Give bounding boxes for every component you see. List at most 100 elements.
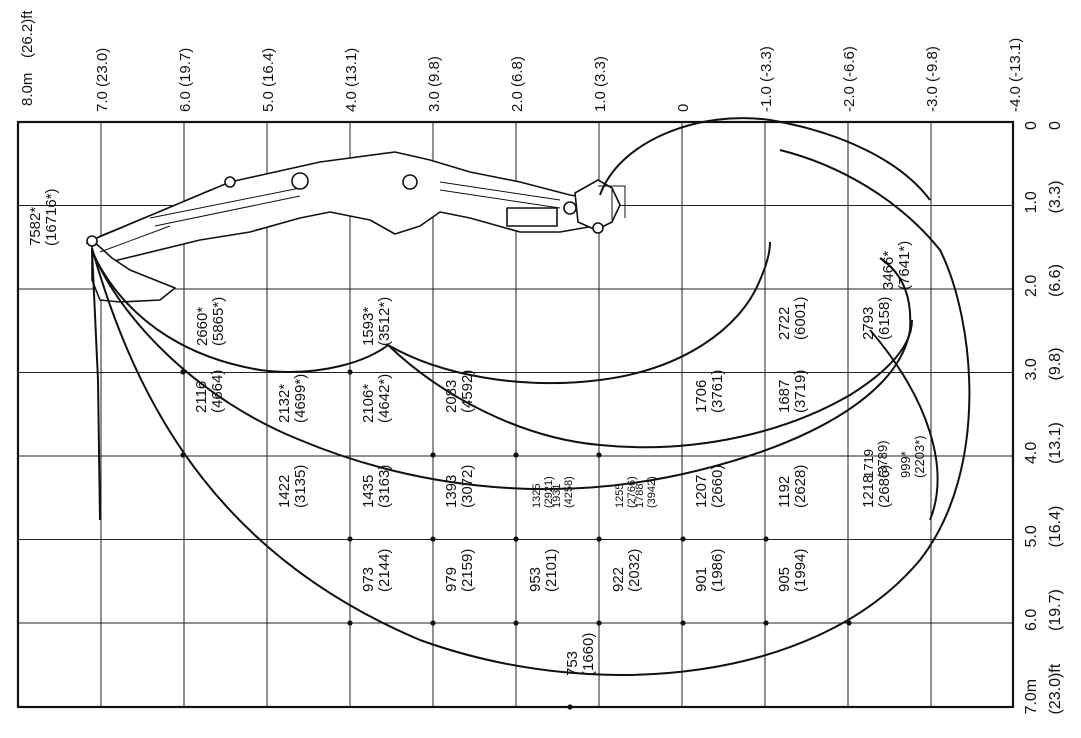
height-tick-label-ft: (16.4) (1047, 506, 1064, 548)
load-value-lb: (2628) (792, 465, 809, 508)
load-point: 905 (1994) (776, 549, 809, 592)
machine-drawing (85, 151, 626, 303)
envelope-upper (599, 117, 931, 201)
height-tick-label-ft: 0 (1047, 121, 1064, 130)
load-value-lb: (2032) (626, 549, 643, 592)
load-point: 1687 (3719) (776, 370, 809, 413)
load-value-kg: 1192 (776, 476, 793, 508)
load-point: 7582* (16716*) (27, 188, 60, 246)
load-value-kg: 973 (360, 567, 377, 592)
grid-intersection-dot (596, 452, 602, 458)
load-point: 1719 (3789) (861, 440, 890, 478)
envelope-lower-right (869, 329, 939, 521)
axis-labels: 8.0m (26.2)ft (19, 10, 36, 106)
load-value-kg: 1255 (614, 484, 626, 508)
radius-tick-label: 7.0 (23.0) (94, 48, 111, 112)
load-value-kg: 2106* (360, 384, 377, 423)
radius-tick-label: 0 (675, 104, 692, 112)
height-tick-label-m: 4.0 (1023, 442, 1040, 464)
load-point: 2106* (4642*) (360, 374, 393, 423)
envelope-middle (91, 249, 912, 491)
load-value-kg: 1207 (693, 475, 710, 508)
radius-tick-label: 5.0 (16.4) (260, 48, 277, 112)
load-point: 1593* (3512*) (360, 297, 393, 346)
load-point: 1706 (3761) (693, 370, 726, 413)
grid-intersection-dot (347, 620, 353, 626)
load-value-kg: 953 (527, 567, 544, 592)
bucket-pin (86, 235, 98, 247)
load-point: 1931 (4258) (551, 476, 575, 508)
load-value-lb: (7641*) (896, 241, 913, 290)
grid-intersection-dot (430, 536, 436, 542)
arm-cylinder-pin (291, 172, 309, 190)
height-tick-label-m: 5.0 (1023, 525, 1040, 547)
load-value-lb: (2101) (543, 549, 560, 592)
load-value-kg: 999* (898, 451, 913, 478)
load-value-kg: 2083 (443, 380, 460, 413)
load-point: 753 (1660) (564, 633, 597, 676)
height-tick-label-m: 3.0 (1023, 358, 1040, 380)
load-points: 7582* (16716*) 2660* (5865*) 1593* (3512*) 346… (27, 188, 927, 710)
load-value-lb: (4592) (459, 370, 476, 413)
load-point: 1435 (3163) (360, 465, 393, 508)
load-value-lb: (3163) (376, 465, 393, 508)
height-tick-label-ft: (13.1) (1047, 422, 1064, 464)
load-point: 1325 (2921) (531, 476, 555, 508)
load-value-kg: 2660* (194, 307, 211, 346)
load-point: 1422 (3135) (276, 465, 309, 508)
load-value-lb: (3072) (459, 465, 476, 508)
boom-cylinder (149, 181, 561, 227)
grid-intersection-dot (180, 369, 186, 375)
radius-tick-label: 6.0 (19.7) (177, 48, 194, 112)
load-value-lb: (3512*) (376, 297, 393, 346)
load-point: 901 (1986) (693, 549, 726, 592)
load-point: 1207 (2660) (693, 465, 726, 508)
load-value-lb: (6001) (792, 297, 809, 340)
envelope-inner-step (387, 319, 913, 449)
load-value-kg: 905 (776, 567, 793, 592)
arm-pin (224, 176, 236, 188)
load-point: 999* (2203*) (898, 435, 927, 478)
load-value-lb: (2660) (709, 465, 726, 508)
radius-tick-label: -4.0 (-13.1) (1007, 38, 1024, 112)
load-value-lb: (3761) (709, 370, 726, 413)
load-value-lb: (2686) (876, 465, 893, 508)
boom-cylinder-body (506, 207, 558, 227)
load-value-kg: 2722 (776, 307, 793, 340)
load-point: 2793 (6158) (860, 297, 893, 340)
envelope-outer (91, 149, 971, 676)
grid-intersection-dot (347, 536, 353, 542)
load-point: 979 (2159) (443, 549, 476, 592)
grid-intersection-dot (680, 536, 686, 542)
height-tick-label-ft: (19.7) (1047, 589, 1064, 631)
radius-tick-label: -2.0 (-6.6) (841, 46, 858, 112)
load-value-lb: (2203*) (912, 435, 927, 478)
load-value-lb: (2159) (459, 549, 476, 592)
load-point: 922 (2032) (610, 549, 643, 592)
radius-tick-label: 4.0 (13.1) (343, 48, 360, 112)
height-tick-label-m: 1.0 (1023, 191, 1040, 213)
load-value-kg: 979 (443, 567, 460, 592)
height-tick-label-ft: (6.6) (1047, 264, 1064, 297)
height-tick-label-m: 6.0 (1023, 609, 1040, 631)
working-range-envelope (91, 117, 971, 676)
load-value-kg: 1719 (861, 449, 876, 478)
radius-tick-label: 1.0 (3.3) (592, 56, 609, 112)
load-value-lb: (1660) (580, 633, 597, 676)
boom-top-pin (402, 174, 418, 190)
grid-intersection-dot (596, 536, 602, 542)
load-value-lb: (5865*) (210, 297, 227, 346)
load-value-kg: 1687 (776, 380, 793, 413)
load-point: 2722 (6001) (776, 297, 809, 340)
height-tick-label-m: 0 (1023, 121, 1040, 130)
load-value-lb: (2921) (543, 476, 555, 508)
boom-foot (574, 179, 621, 231)
load-value-kg: 753 (564, 651, 581, 676)
grid-intersection-dot (430, 620, 436, 626)
grid-intersection-dot (596, 620, 602, 626)
load-value-kg: 2132* (276, 384, 293, 423)
load-point: 1218 (2686) (860, 465, 893, 508)
radius-tick-label: -3.0 (-9.8) (924, 46, 941, 112)
load-value-kg: 1218 (860, 475, 877, 508)
